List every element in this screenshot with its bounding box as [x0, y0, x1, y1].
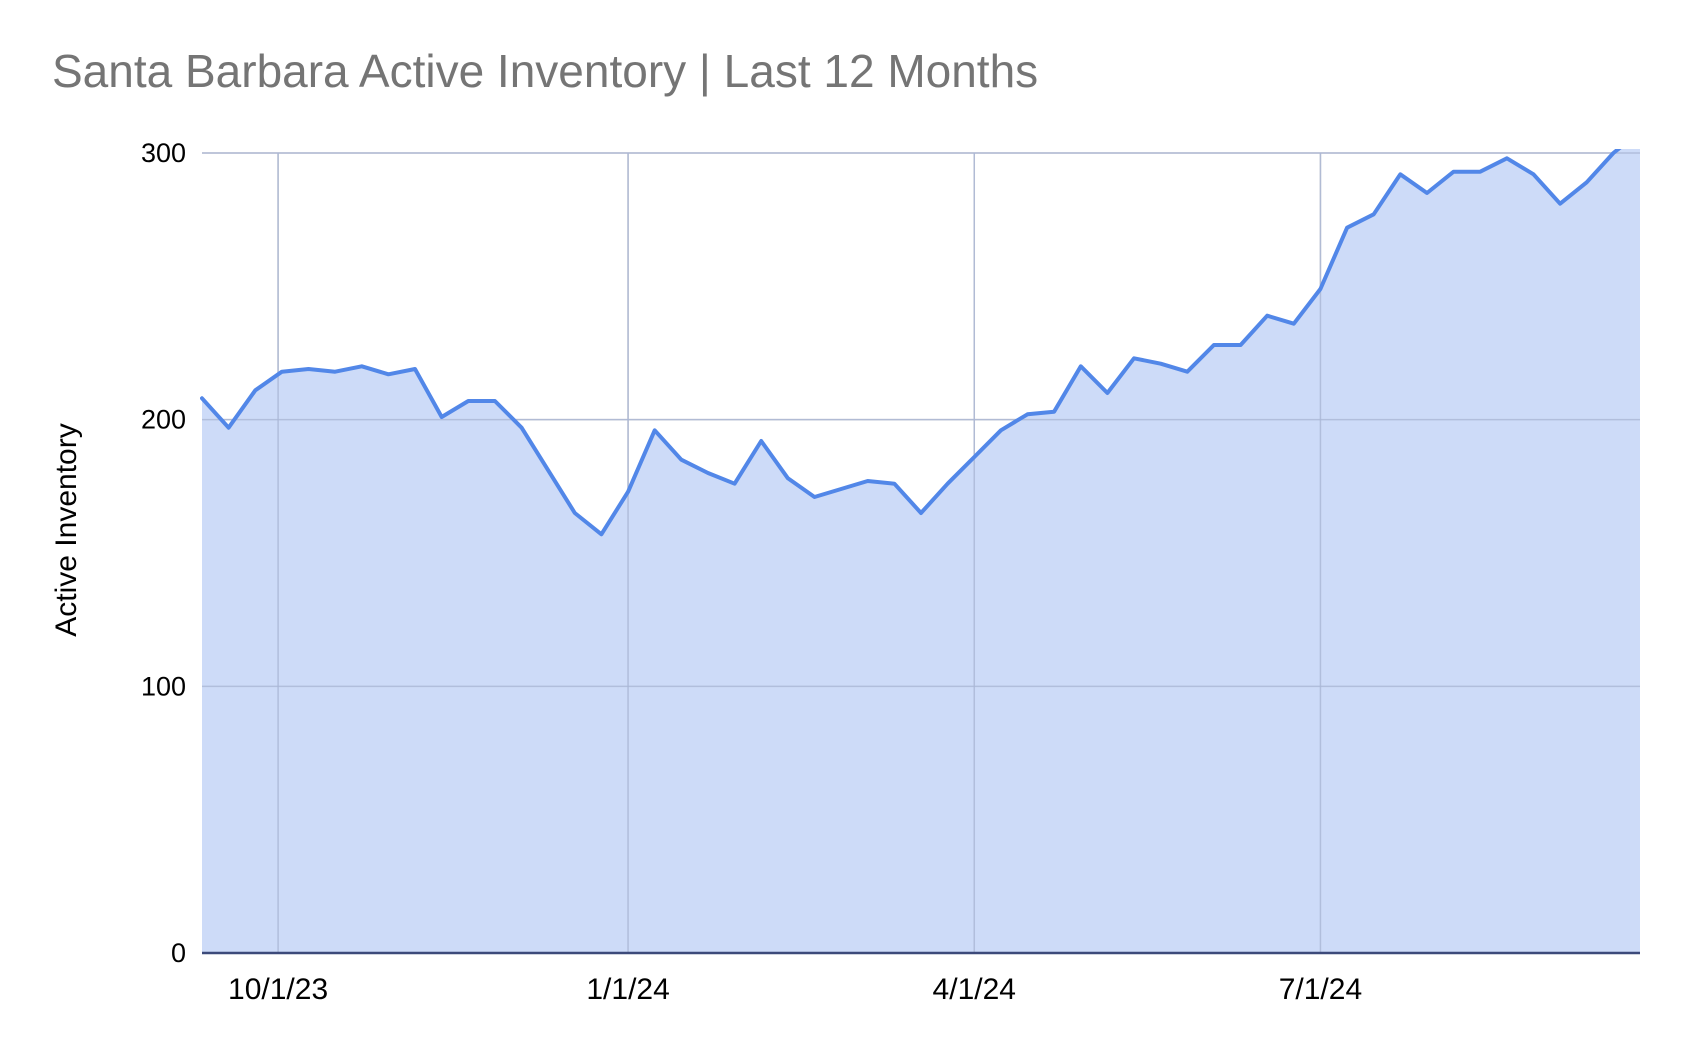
data-point: [493, 399, 497, 403]
data-point: [1532, 172, 1536, 176]
data-point: [1585, 180, 1589, 184]
data-point: [573, 511, 577, 515]
x-tick-label: 7/1/24: [1279, 973, 1362, 1006]
data-point: [813, 495, 817, 499]
data-point: [706, 471, 710, 475]
data-point: [227, 426, 231, 430]
data-point: [866, 479, 870, 483]
data-point: [1611, 151, 1615, 155]
y-tick-label: 300: [141, 138, 186, 168]
data-point: [1079, 364, 1083, 368]
data-point: [1452, 170, 1456, 174]
data-point: [759, 439, 763, 443]
x-tick-label: 1/1/24: [586, 973, 669, 1006]
data-point: [1372, 212, 1376, 216]
data-point: [1345, 226, 1349, 230]
x-tick-label: 4/1/24: [933, 973, 1016, 1006]
chart-title: Santa Barbara Active Inventory | Last 12…: [52, 45, 1039, 97]
data-point: [413, 367, 417, 371]
data-point: [1239, 343, 1243, 347]
data-point: [679, 458, 683, 462]
y-tick-label: 200: [141, 405, 186, 435]
data-point: [1318, 287, 1322, 291]
data-point: [440, 415, 444, 419]
data-point: [280, 370, 284, 374]
data-point: [253, 388, 257, 392]
data-point: [520, 426, 524, 430]
data-point: [1505, 156, 1509, 160]
data-point: [599, 532, 603, 536]
area-fill: [202, 149, 1640, 953]
data-point: [892, 482, 896, 486]
data-point: [333, 370, 337, 374]
y-tick-label: 0: [171, 938, 186, 968]
data-point: [1159, 362, 1163, 366]
data-point: [1638, 130, 1642, 134]
data-point: [1265, 314, 1269, 318]
data-point: [653, 428, 657, 432]
data-point: [200, 396, 204, 400]
data-point: [546, 468, 550, 472]
data-point: [1478, 170, 1482, 174]
data-point: [360, 364, 364, 368]
data-point: [786, 476, 790, 480]
data-point: [1398, 172, 1402, 176]
data-point: [919, 511, 923, 515]
data-point: [839, 487, 843, 491]
series-line: [200, 149, 1622, 537]
data-point: [1132, 356, 1136, 360]
data-point: [733, 482, 737, 486]
data-point: [972, 455, 976, 459]
data-point: [946, 482, 950, 486]
data-point: [1292, 322, 1296, 326]
data-point: [1052, 410, 1056, 414]
data-point: [1185, 370, 1189, 374]
data-point: [1558, 202, 1562, 206]
data-point: [1425, 191, 1429, 195]
data-point: [1026, 412, 1030, 416]
data-point: [386, 372, 390, 376]
x-tick-label: 10/1/23: [228, 973, 328, 1006]
data-point: [1105, 391, 1109, 395]
data-point: [1212, 343, 1216, 347]
data-point: [466, 399, 470, 403]
data-point: [999, 428, 1003, 432]
y-tick-label: 100: [141, 671, 186, 701]
data-point: [626, 490, 630, 494]
data-point: [307, 367, 311, 371]
